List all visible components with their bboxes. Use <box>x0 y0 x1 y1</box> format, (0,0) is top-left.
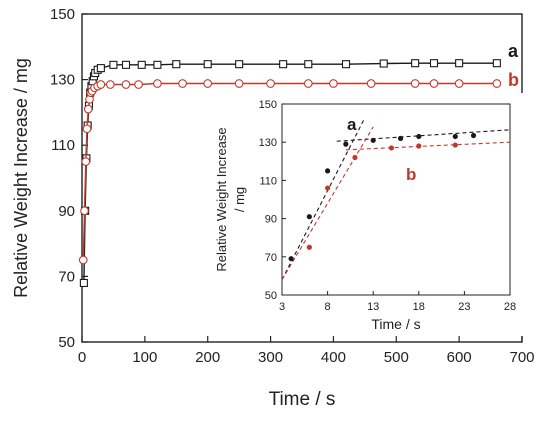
main-point-a <box>79 278 88 288</box>
inset-x-tick-label: 3 <box>279 301 285 313</box>
inset-y-tick-label: 90 <box>265 214 277 226</box>
main-point-b <box>454 79 464 88</box>
inset-point-b <box>352 154 358 161</box>
main-point-a <box>304 60 313 69</box>
inset-background <box>208 93 526 336</box>
main-y-tick-label: 70 <box>58 268 75 285</box>
inset-y-tick-label: 50 <box>265 290 277 302</box>
inset-point-b <box>452 142 458 148</box>
main-point-b <box>410 79 420 88</box>
main-point-b <box>78 255 88 265</box>
inset-y-tick-label: 110 <box>259 175 277 187</box>
main-x-tick-label: 600 <box>447 349 472 366</box>
main-point-a <box>96 64 105 73</box>
main-point-b <box>429 79 439 88</box>
inset-point-a <box>343 141 349 147</box>
inset-x-tick-label: 13 <box>367 301 379 313</box>
main-point-b <box>366 79 376 88</box>
inset-y-tick-label: 70 <box>265 252 277 264</box>
main-point-b <box>178 79 187 88</box>
inset-point-a <box>370 137 376 143</box>
inset-plot-frame <box>281 103 511 296</box>
main-point-b <box>134 80 143 89</box>
main-point-b <box>303 79 313 88</box>
main-point-a <box>455 59 464 68</box>
main-x-tick-label: 300 <box>258 349 283 366</box>
inset-fit-line-b <box>345 141 511 151</box>
main-y-axis-label: Relative Weight Increase / mg <box>11 58 31 298</box>
main-point-a <box>121 60 131 69</box>
inset-y-tick-label: 150 <box>259 99 277 111</box>
main-point-b <box>83 104 93 114</box>
main-point-b <box>81 157 91 166</box>
main-point-a <box>411 59 420 68</box>
inset-y-axis-label-line2: / mg <box>232 187 247 212</box>
inset-x-axis-label: Time / s <box>371 316 420 332</box>
inset-point-a <box>416 133 422 140</box>
inset-fit-line-b <box>281 126 374 281</box>
inset-point-a <box>470 132 477 139</box>
inset-series-label-a: a <box>347 115 357 134</box>
main-x-tick-label: 0 <box>78 349 86 366</box>
main-point-b <box>266 79 275 88</box>
inset-point-b <box>416 143 422 149</box>
main-point-b <box>80 206 89 216</box>
inset-x-tick-label: 28 <box>504 301 516 313</box>
inset-fit-line-a <box>281 119 365 280</box>
main-series-label-a: a <box>508 41 519 61</box>
inset-point-a <box>452 133 458 140</box>
main-point-b <box>153 79 162 88</box>
main-point-a <box>109 60 118 69</box>
main-point-a <box>379 59 388 68</box>
main-point-a <box>235 60 244 69</box>
main-y-tick-label: 90 <box>58 203 75 220</box>
main-point-b <box>329 79 338 88</box>
main-point-b <box>492 79 502 88</box>
inset-point-b <box>388 145 395 151</box>
main-series-label-b: b <box>508 70 519 90</box>
inset-y-tick-label: 130 <box>259 137 277 149</box>
main-y-tick-label: 50 <box>58 334 75 351</box>
main-y-tick-label: 130 <box>50 72 75 89</box>
main-point-b <box>234 79 244 88</box>
main-x-tick-label: 700 <box>509 349 534 366</box>
inset-y-axis-label: Relative Weight Increase / mg <box>214 127 247 271</box>
main-point-b <box>82 124 92 134</box>
main-chart: 0 100 200 300 400 500 600 700 50 70 90 110 130 150 Tim… <box>11 6 535 410</box>
main-x-tick-label: 200 <box>195 349 220 366</box>
inset-x-tick-label: 8 <box>325 301 331 313</box>
inset-point-a <box>306 214 312 220</box>
main-point-a <box>429 59 439 68</box>
main-point-b <box>96 80 106 89</box>
inset-point-b <box>325 185 331 191</box>
inset-series-label-b: b <box>406 165 416 184</box>
inset-point-a <box>397 135 404 141</box>
inset-chart: 3 8 13 18 23 28 50 70 90 110 130 150 Time / s Relativ… <box>208 93 526 336</box>
inset-point-a <box>325 168 331 174</box>
main-point-a <box>341 60 351 69</box>
inset-x-tick-label: 23 <box>458 301 470 313</box>
main-point-a <box>137 60 146 69</box>
inset-point-a <box>288 256 294 262</box>
main-point-a <box>172 60 181 69</box>
main-point-b <box>121 80 131 89</box>
main-point-b <box>203 79 213 88</box>
main-point-a <box>203 60 212 69</box>
main-point-a <box>153 60 162 69</box>
main-point-a <box>492 59 501 68</box>
main-point-a <box>279 60 288 69</box>
main-x-tick-label: 100 <box>132 349 157 366</box>
main-x-tick-label: 400 <box>321 349 346 366</box>
main-x-tick-label: 500 <box>384 349 409 366</box>
main-y-tick-label: 110 <box>51 137 75 154</box>
main-y-tick-label: 150 <box>50 6 75 23</box>
main-x-axis-label: Time / s <box>269 389 336 410</box>
main-point-b <box>105 80 115 89</box>
inset-x-tick-label: 18 <box>413 301 425 313</box>
inset-y-axis-label-line1: Relative Weight Increase <box>214 127 229 271</box>
inset-point-b <box>306 244 312 250</box>
